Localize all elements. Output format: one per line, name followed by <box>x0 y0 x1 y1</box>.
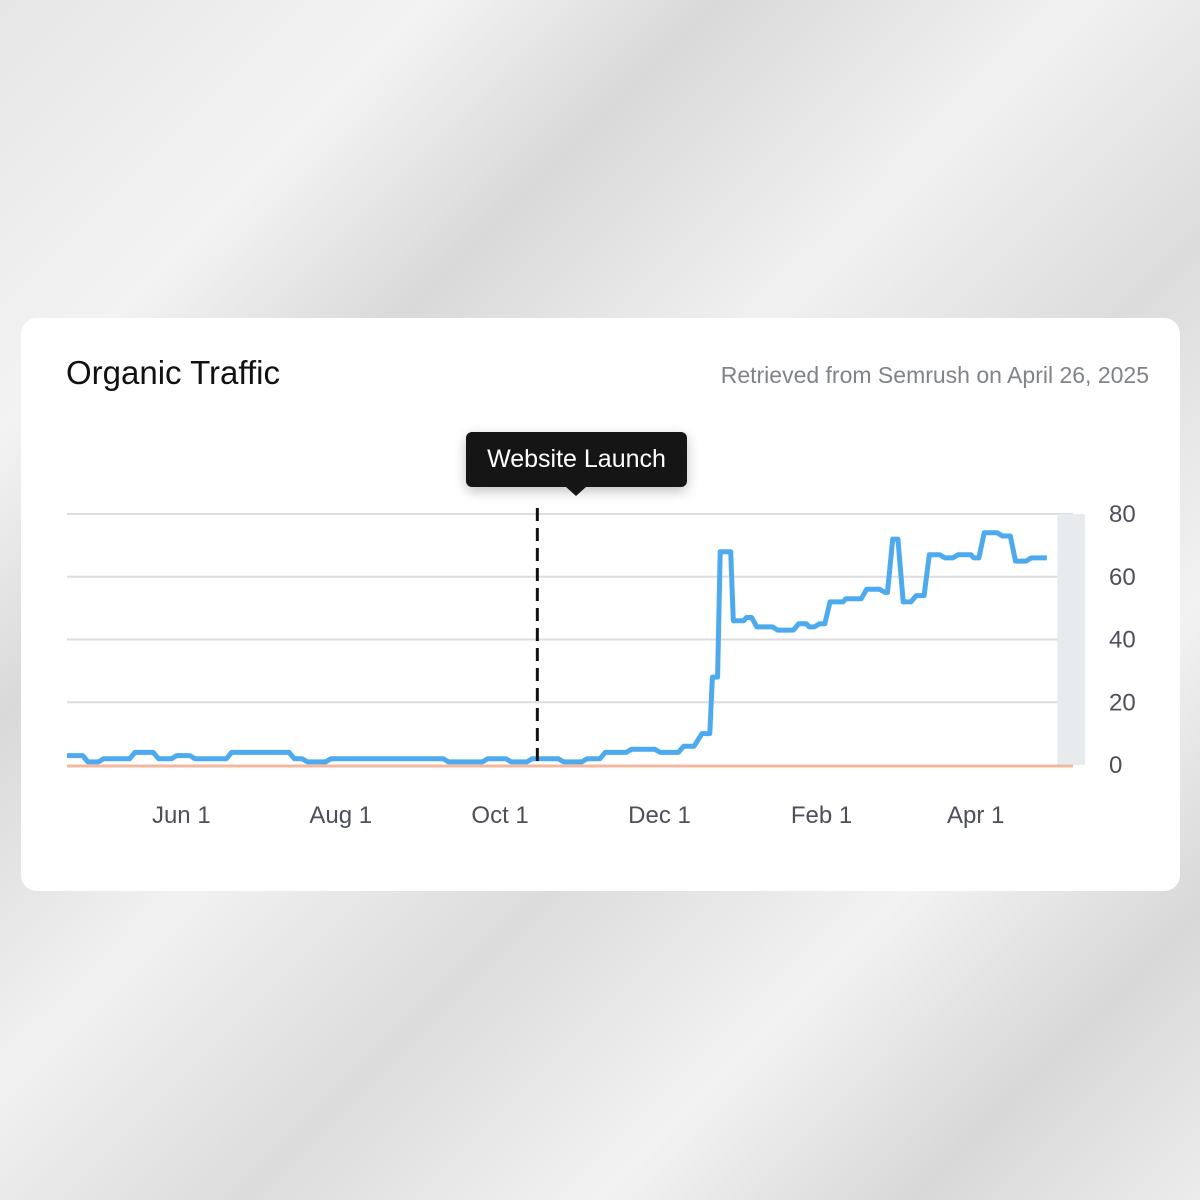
x-tick-label: Jun 1 <box>152 802 211 829</box>
x-tick-label: Dec 1 <box>628 802 691 829</box>
traffic-series-line <box>67 530 1047 765</box>
grid-lines <box>67 513 1073 704</box>
website-launch-tooltip[interactable]: Website Launch <box>466 432 687 496</box>
y-tick-label: 40 <box>1109 627 1136 654</box>
y-tick-label: 80 <box>1109 501 1136 528</box>
x-tick-label: Apr 1 <box>947 802 1004 829</box>
y-tick-label: 20 <box>1109 689 1136 716</box>
chart-title: Organic Traffic <box>66 354 280 391</box>
y-tick-label: 0 <box>1109 752 1122 779</box>
y-tick-label: 60 <box>1109 564 1136 591</box>
x-tick-label: Aug 1 <box>309 802 372 829</box>
partial-period-shade <box>1057 514 1085 765</box>
x-tick-label: Feb 1 <box>791 802 852 829</box>
organic-traffic-card: Organic Traffic Retrieved from Semrush o… <box>21 318 1180 891</box>
y-axis-ticks: 0 20 40 60 80 <box>1109 501 1136 779</box>
x-tick-label: Oct 1 <box>471 802 528 829</box>
x-axis-ticks: Jun 1 Aug 1 Oct 1 Dec 1 Feb 1 Apr 1 <box>152 802 1004 829</box>
source-note: Retrieved from Semrush on April 26, 2025 <box>720 362 1149 388</box>
traffic-chart: 0 20 40 60 80 Jun 1 Aug 1 Oct 1 Dec 1 Feb 1 Apr 1 <box>67 501 1136 829</box>
